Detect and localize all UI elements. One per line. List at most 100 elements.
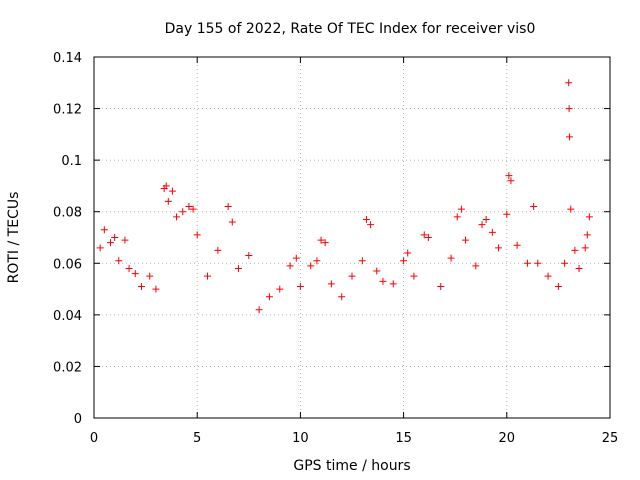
data-point [125, 264, 133, 272]
data-point [173, 213, 181, 221]
y-tick-label: 0.02 [53, 360, 82, 375]
chart-title: Day 155 of 2022, Rate Of TEC Index for r… [165, 21, 536, 37]
data-point [447, 254, 455, 262]
x-tick-label: 5 [193, 431, 201, 446]
data-point [228, 218, 236, 226]
data-point [107, 239, 115, 247]
data-point [566, 133, 574, 141]
data-point [162, 182, 170, 190]
data-point [575, 264, 583, 272]
data-point [168, 187, 176, 195]
data-point [507, 177, 515, 185]
data-point [189, 205, 197, 213]
data-point [317, 236, 325, 244]
x-tick-label: 15 [395, 431, 412, 446]
data-point [137, 282, 145, 290]
data-point [523, 259, 531, 267]
data-point [404, 249, 412, 257]
data-point [358, 257, 366, 265]
data-point [453, 213, 461, 221]
data-point [245, 252, 253, 260]
data-point [152, 285, 160, 293]
x-tick-label: 20 [499, 431, 516, 446]
data-point [544, 272, 552, 280]
data-point [530, 203, 538, 211]
data-point [482, 215, 490, 223]
data-point [100, 226, 108, 234]
y-tick-label: 0.06 [53, 257, 82, 272]
data-point [204, 272, 212, 280]
data-point [193, 231, 201, 239]
data-point [292, 254, 300, 262]
data-point [111, 234, 119, 241]
data-point [565, 105, 573, 113]
x-axis-label: GPS time / hours [293, 458, 410, 474]
y-tick-label: 0 [74, 412, 82, 427]
data-point [96, 244, 104, 252]
y-tick-label: 0.12 [53, 103, 82, 118]
data-point [179, 208, 187, 216]
data-point [420, 231, 428, 239]
data-point [296, 282, 304, 290]
data-point [561, 259, 569, 267]
grid [94, 57, 610, 418]
data-point [121, 236, 129, 244]
data-point [164, 197, 172, 205]
data-point [379, 277, 387, 285]
data-point [131, 270, 139, 278]
data-point [437, 282, 445, 290]
y-tick-label: 0.04 [53, 309, 82, 324]
data-point [185, 203, 193, 211]
data-point [478, 221, 486, 229]
data-markers [96, 79, 593, 314]
data-point [410, 272, 418, 280]
data-point [255, 306, 263, 314]
data-point [373, 267, 381, 275]
data-point [115, 257, 123, 265]
data-point [565, 79, 573, 87]
data-point [585, 213, 593, 221]
data-point [554, 282, 562, 290]
x-tick-label: 25 [602, 431, 619, 446]
data-point [571, 246, 579, 254]
data-point [265, 293, 273, 301]
x-tick-label: 10 [292, 431, 309, 446]
data-point [146, 272, 154, 280]
data-point [276, 285, 284, 293]
data-point [313, 257, 321, 265]
y-tick-label: 0.08 [53, 206, 82, 221]
y-axis-label: ROTI / TECUs [6, 192, 22, 284]
data-point [367, 221, 375, 229]
data-point [488, 228, 496, 236]
data-point [389, 280, 397, 288]
axis-ticks: 0 5 10 15 20 25 0 0.02 0.04 0.06 0.08 0.1 0.12 0.14 [53, 51, 618, 446]
x-tick-label: 0 [90, 431, 98, 446]
data-point [505, 172, 513, 180]
data-point [513, 241, 521, 249]
data-point [457, 205, 465, 213]
data-point [321, 239, 329, 247]
data-point [462, 236, 470, 244]
data-point [583, 231, 591, 239]
data-point [214, 246, 222, 254]
data-point [503, 210, 511, 218]
data-point [400, 257, 408, 265]
y-tick-label: 0.14 [53, 51, 82, 66]
data-point [327, 280, 335, 288]
data-point [534, 259, 542, 267]
data-point [362, 215, 370, 223]
plot-frame [93, 56, 611, 419]
data-point [472, 262, 480, 270]
data-point [307, 262, 315, 270]
data-point [286, 262, 294, 270]
data-point [338, 293, 346, 301]
data-point [495, 244, 503, 252]
data-point [567, 205, 575, 213]
data-point [424, 234, 432, 241]
y-tick-label: 0.1 [61, 154, 82, 169]
data-point [234, 264, 242, 272]
data-point [581, 244, 589, 252]
data-point [348, 272, 356, 280]
data-point [224, 203, 232, 211]
